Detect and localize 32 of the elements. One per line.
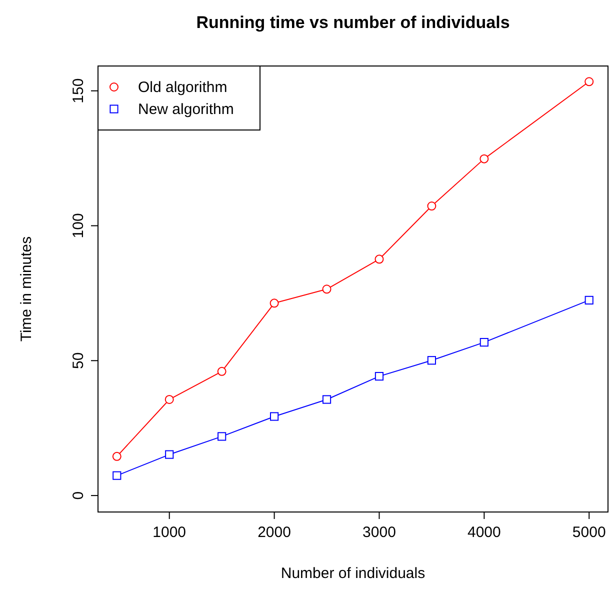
point bbox=[427, 202, 436, 211]
point bbox=[165, 450, 174, 459]
x-axis-title: Number of individuals bbox=[280, 565, 426, 582]
x-tick-label: 2000 bbox=[258, 524, 291, 541]
point bbox=[112, 471, 122, 480]
y-tick-label: 150 bbox=[70, 78, 87, 104]
y-tick-label: 0 bbox=[70, 491, 87, 500]
point bbox=[270, 298, 279, 308]
legend-label: New algorithm bbox=[138, 101, 234, 118]
y-tick-label: 100 bbox=[70, 213, 87, 238]
point bbox=[322, 284, 332, 294]
point bbox=[480, 338, 488, 347]
x-tick-label: 1000 bbox=[152, 524, 186, 541]
x-tick-label: 4000 bbox=[467, 524, 501, 541]
legend-label: Old algorithm bbox=[138, 79, 228, 96]
point bbox=[427, 356, 436, 365]
point bbox=[584, 77, 594, 86]
x-tick-label: 3000 bbox=[362, 524, 396, 541]
point bbox=[270, 412, 279, 421]
point bbox=[374, 254, 384, 264]
point bbox=[217, 366, 226, 376]
y-axis-title: Time in minutes bbox=[18, 236, 35, 342]
point bbox=[584, 296, 594, 304]
point bbox=[218, 432, 226, 441]
point bbox=[112, 452, 122, 461]
point bbox=[374, 372, 384, 381]
y-tick-label: 50 bbox=[70, 352, 87, 369]
x-tick-label: 5000 bbox=[572, 524, 606, 541]
point bbox=[480, 154, 489, 164]
point bbox=[164, 394, 174, 404]
point bbox=[322, 395, 332, 404]
chart-title: Running time vs number of individuals bbox=[196, 13, 510, 32]
